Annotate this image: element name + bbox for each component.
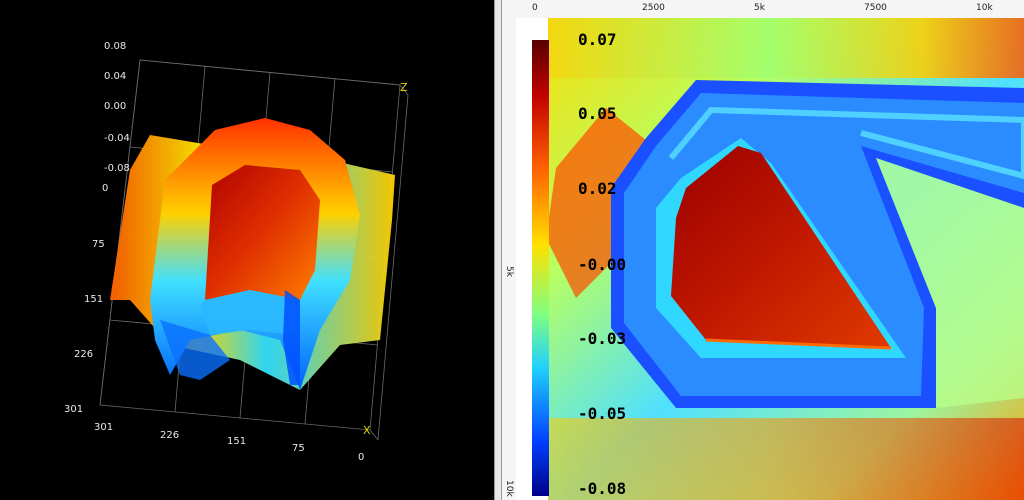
colorbar-tick: 0.07 [578,30,617,49]
col-tick-4: 0 [358,452,364,463]
top-ruler-tick: 10k [976,3,993,13]
ring-highlight [668,106,1024,180]
top-ruler-tick: 5k [754,3,765,13]
row-tick-2: 151 [84,294,103,305]
z-tick-4: -0.08 [104,163,130,174]
row-tick-4: 301 [64,404,83,415]
z-tick-3: -0.04 [104,133,130,144]
z-axis-label: Z [400,81,408,94]
top-ruler-tick: 0 [532,3,538,13]
z-tick-0: 0.08 [104,41,126,52]
z-tick-1: 0.04 [104,71,126,82]
heatmap-bottom-band [516,418,1024,500]
top-ruler-tick: 7500 [864,3,887,13]
colorbar-tick: -0.00 [578,255,627,274]
colorbar-tick: -0.08 [578,479,627,498]
colorbar-tick: 0.02 [578,179,617,198]
colorbar-tick: 0.05 [578,104,617,123]
z-tick-2: 0.00 [104,101,126,112]
surface-trench-left [160,320,230,380]
col-tick-0: 301 [94,422,113,433]
row-tick-0: 0 [102,183,108,194]
left-ruler: 5k 10k [502,18,517,500]
colorbar-tick: -0.05 [578,404,627,423]
heatmap-canvas[interactable]: 0.07 0.05 0.02 -0.00 -0.03 -0.05 -0.08 [516,18,1024,500]
surface-pad-edge [200,290,300,335]
col-tick-1: 226 [160,430,179,441]
panel-splitter[interactable] [494,0,502,500]
colorbar [532,40,549,496]
left-ruler-tick: 5k [504,266,514,277]
colorbar-tick: -0.03 [578,329,627,348]
heatmap-top-band [516,18,1024,78]
center-pad-edge [705,338,892,350]
heatmap-left-hotspot [546,108,656,298]
surface-3d-view[interactable]: 0.08 0.04 0.00 -0.04 -0.08 0 75 151 226 … [0,0,494,500]
row-tick-1: 75 [92,239,105,250]
heatmap-right-region [876,158,1024,408]
x-axis-label: X [363,424,371,437]
top-ruler: 0 2500 5k 7500 10k [502,0,1024,19]
left-ruler-tick: 10k [504,480,514,497]
surface-trench [283,290,300,385]
surface-center-pad [205,165,320,300]
top-ruler-tick: 2500 [642,3,665,13]
row-tick-3: 226 [74,349,93,360]
center-pad [671,146,891,348]
heatmap-2d-view[interactable]: 0 2500 5k 7500 10k 5k 10k [502,0,1024,500]
surface-3d-canvas: 0.08 0.04 0.00 -0.04 -0.08 0 75 151 226 … [64,41,409,463]
col-tick-2: 151 [227,436,246,447]
col-tick-3: 75 [292,443,305,454]
